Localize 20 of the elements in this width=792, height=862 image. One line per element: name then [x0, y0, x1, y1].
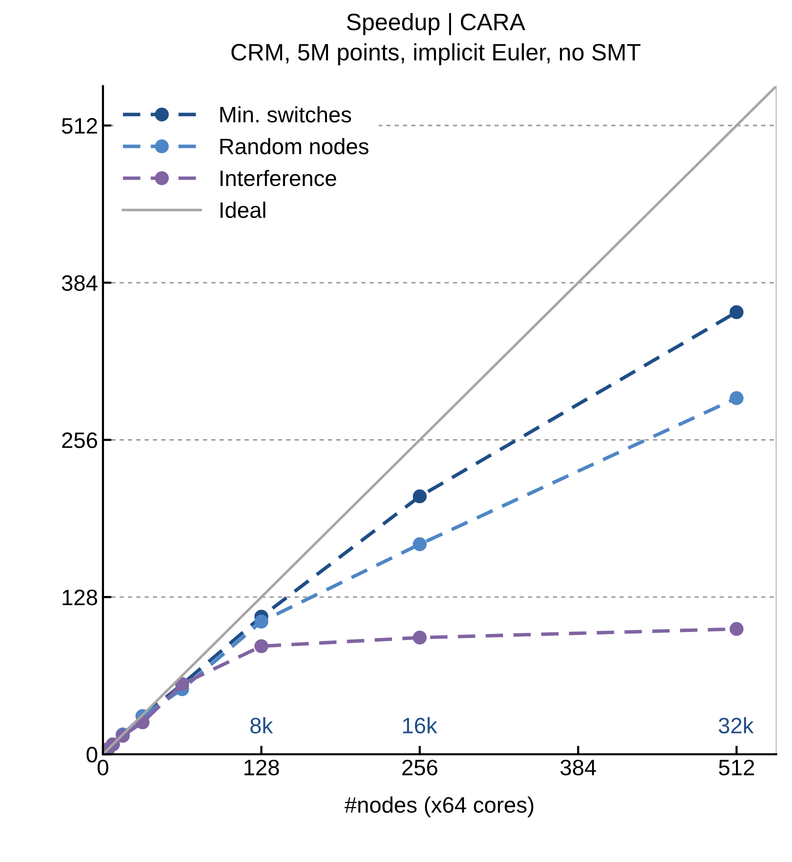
- legend-label: Min. switches: [220, 106, 352, 123]
- y-tick-label: 128: [62, 590, 98, 606]
- legend-label: Random nodes: [220, 138, 368, 154]
- x-tick-label: 256: [402, 760, 438, 776]
- x-tick-label: 384: [560, 760, 596, 776]
- chart-subtitle: CRM, 5M points, implicit Euler, no SMT: [231, 43, 640, 66]
- annotation: 16k: [403, 717, 438, 734]
- y-tick-label: 512: [62, 118, 97, 134]
- y-tick-label: 256: [62, 432, 98, 448]
- legend-label: Interference: [220, 170, 336, 186]
- annotation: 32k: [718, 717, 754, 734]
- x-tick-label: 128: [244, 760, 279, 776]
- x-tick-label: 0: [98, 760, 108, 776]
- y-tick-label: 0: [86, 746, 98, 763]
- chart-title: Speedup | CARA: [346, 13, 526, 36]
- legend-label: Ideal: [220, 202, 266, 218]
- annotation: 8k: [250, 717, 273, 734]
- x-axis-title: #nodes (x64 cores): [344, 796, 534, 818]
- y-tick-label: 384: [62, 275, 98, 291]
- x-tick-label: 512: [718, 760, 754, 776]
